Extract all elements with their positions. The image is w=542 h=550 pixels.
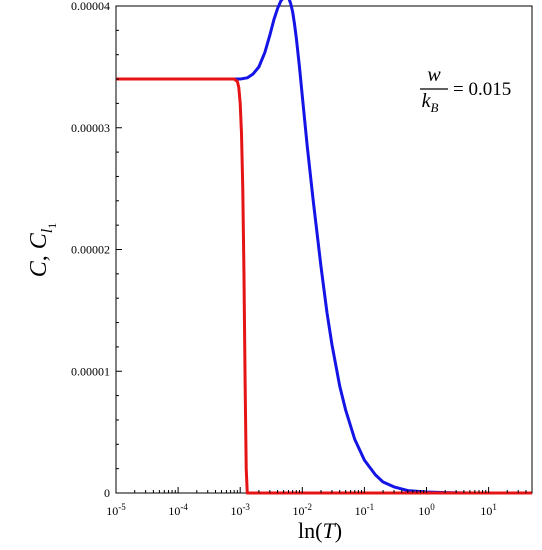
y-tick-label-0: 0 [104, 486, 110, 500]
annotation-denominator-sub: B [430, 100, 438, 115]
y-tick-label-4: 0.00004 [71, 0, 110, 13]
tick-layer: 10-5 10-4 10-3 10-2 10-1 100 101 0 0.00001 0.0000… [71, 0, 533, 518]
y-axis-title: C, Cl1 [26, 223, 59, 277]
x-tick-label-3: 10-2 [293, 502, 313, 518]
y-axis-title-c: C [26, 260, 52, 277]
x-axis-title-var: T [322, 518, 336, 543]
x-axis-title: ln(T) [298, 518, 342, 543]
x-axis-title-fn: ln [298, 518, 315, 543]
series-line-1 [116, 77, 532, 495]
svg-text:C, Cl1: C, Cl1 [26, 223, 59, 277]
series-line-0 [116, 0, 533, 495]
x-tick-label-4: 10-1 [355, 502, 375, 518]
y-axis-title-sub: l [39, 228, 56, 233]
x-tick-label-1: 10-4 [168, 502, 188, 518]
svg-text:ln(T): ln(T) [298, 518, 342, 543]
annotation-rhs: = 0.015 [453, 79, 511, 100]
y-tick-label-3: 0.00003 [71, 121, 110, 135]
x-tick-label-6: 101 [480, 502, 497, 518]
annotation-denominator: kB [422, 90, 439, 115]
x-tick-label-0: 10-5 [106, 502, 126, 518]
x-tick-label-5: 100 [418, 502, 435, 518]
y-axis-title-subsub: 1 [45, 223, 59, 229]
series-layer [116, 0, 533, 495]
annotation: w kB = 0.015 [420, 64, 511, 115]
y-tick-label-2: 0.00002 [71, 243, 110, 257]
annotation-numerator: w [427, 64, 441, 86]
annotation-denominator-k: k [422, 90, 432, 112]
y-tick-label-1: 0.00001 [71, 364, 110, 378]
y-axis-title-c-l: C [26, 232, 52, 249]
x-tick-label-2: 10-3 [230, 502, 250, 518]
